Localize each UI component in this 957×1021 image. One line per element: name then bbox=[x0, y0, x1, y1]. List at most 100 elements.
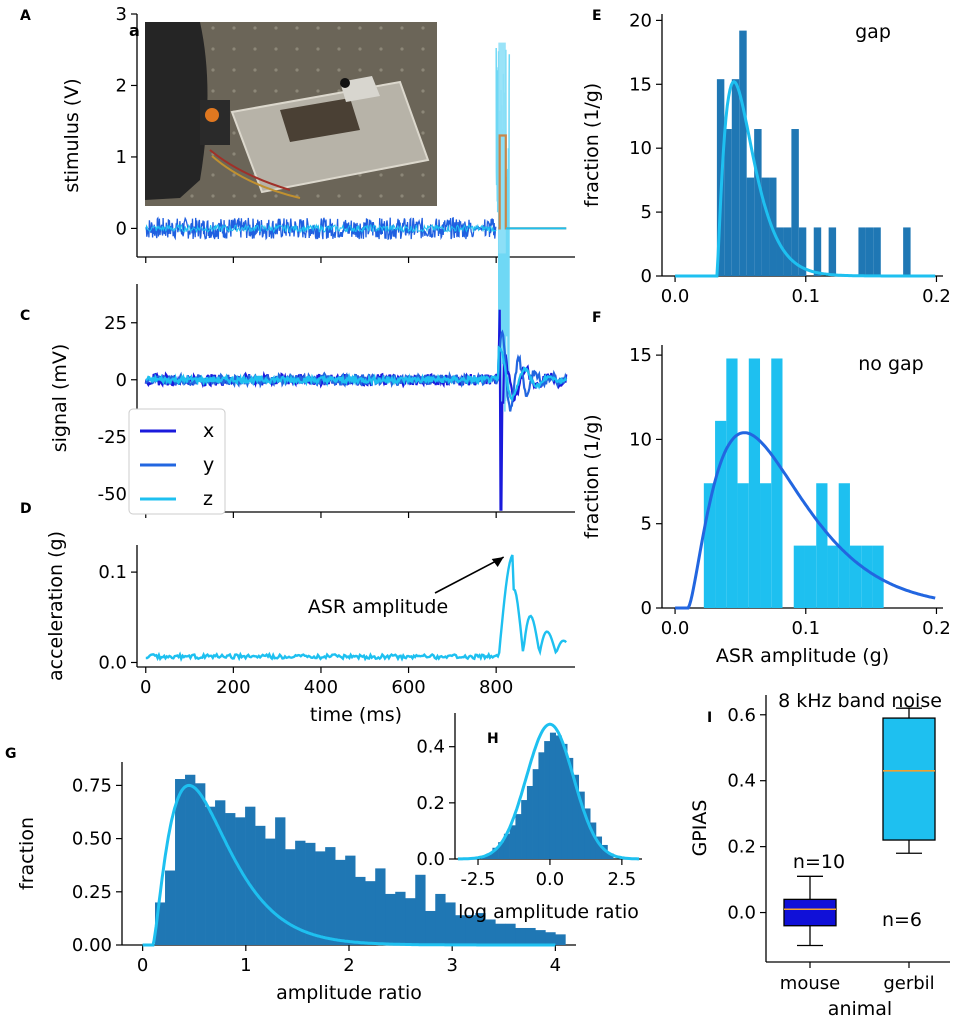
photo-breadboard-hole bbox=[274, 47, 278, 51]
x-tick-label: 1 bbox=[240, 955, 251, 976]
inset-photo bbox=[145, 22, 437, 206]
panel-label: D bbox=[20, 501, 32, 517]
y-tick-label: 25 bbox=[104, 313, 127, 334]
y-axis-label: fraction (1/g) bbox=[581, 414, 603, 538]
photo-breadboard-hole bbox=[337, 26, 341, 30]
y-tick-label: 20 bbox=[629, 10, 652, 31]
y-tick-label: -50 bbox=[98, 484, 127, 505]
x-tick-label: 4 bbox=[550, 955, 561, 976]
histogram-bar bbox=[549, 732, 556, 859]
histogram-bar bbox=[584, 808, 591, 859]
y-tick-label: 15 bbox=[629, 345, 652, 366]
photo-animal-holder bbox=[280, 98, 360, 142]
y-axis-label: signal (mV) bbox=[49, 344, 71, 453]
photo-breadboard-hole bbox=[379, 194, 383, 198]
photo-breadboard-hole bbox=[211, 26, 215, 30]
photo-breadboard-hole bbox=[316, 194, 320, 198]
y-tick-label: 0 bbox=[641, 598, 652, 619]
histogram-bar bbox=[395, 891, 406, 945]
x-tick-label: mouse bbox=[780, 973, 840, 994]
histogram-bar bbox=[601, 844, 608, 859]
photo-breadboard-hole bbox=[295, 26, 299, 30]
histogram-bar bbox=[590, 822, 597, 859]
histogram-bar bbox=[726, 358, 738, 608]
histogram-bar bbox=[475, 913, 486, 945]
y-axis-label: fraction (1/g) bbox=[581, 83, 603, 207]
x-tick-label: 2.5 bbox=[608, 869, 637, 890]
photo-speaker-shape bbox=[145, 22, 208, 200]
photo-breadboard-hole bbox=[421, 131, 425, 135]
y-tick-label: 0.25 bbox=[72, 882, 112, 903]
histogram-bar bbox=[776, 227, 784, 276]
photo-breadboard-hole bbox=[421, 89, 425, 93]
y-tick-label: 0.2 bbox=[416, 793, 445, 814]
histogram-bar bbox=[285, 849, 296, 945]
y-tick-label: 15 bbox=[629, 74, 652, 95]
histogram-bar bbox=[235, 817, 246, 945]
n-label-mouse: n=10 bbox=[793, 851, 845, 873]
signal-trace-z bbox=[145, 345, 568, 402]
photo-breadboard-hole bbox=[274, 89, 278, 93]
histogram-bar bbox=[538, 752, 545, 859]
y-tick-label: 0 bbox=[641, 266, 652, 287]
histogram-bar bbox=[865, 227, 874, 276]
histogram-bar bbox=[485, 919, 496, 945]
legend-box bbox=[128, 408, 226, 515]
histogram-bar bbox=[715, 420, 727, 608]
box-mouse bbox=[783, 898, 837, 927]
histogram-bar bbox=[521, 800, 528, 859]
photo-breadboard-hole bbox=[274, 26, 278, 30]
stimulus-noise-trace bbox=[145, 216, 497, 241]
y-axis-label: stimulus (V) bbox=[61, 78, 83, 192]
photo-breadboard-hole bbox=[379, 68, 383, 72]
y-axis-label: GPIAS bbox=[689, 800, 711, 857]
panel-d: 0.0 0.1 0 200 400 600 800 acceleration (g) time … bbox=[20, 501, 575, 726]
histogram-bar bbox=[578, 791, 585, 859]
photo-breadboard-hole bbox=[295, 68, 299, 72]
photo-sensor-block bbox=[340, 76, 380, 102]
histogram-bar bbox=[455, 915, 466, 945]
photo-breadboard-hole bbox=[211, 173, 215, 177]
histogram-bar bbox=[567, 757, 574, 859]
y-tick-label: 0.0 bbox=[727, 903, 756, 924]
fit-curve bbox=[675, 431, 936, 610]
x-tick-label: 0.0 bbox=[536, 869, 565, 890]
histogram-bar bbox=[492, 847, 499, 859]
histogram-bar bbox=[731, 79, 740, 277]
photo-breadboard-hole bbox=[232, 68, 236, 72]
x-tick-label: 400 bbox=[304, 677, 338, 698]
histogram-bar bbox=[335, 859, 346, 945]
histogram-bar bbox=[535, 930, 546, 945]
histogram-bar bbox=[858, 227, 866, 276]
photo-breadboard-hole bbox=[358, 26, 362, 30]
histogram-bar bbox=[555, 934, 566, 945]
histogram-bar bbox=[465, 915, 476, 945]
photo-breadboard-hole bbox=[337, 68, 341, 72]
x-tick-label: 800 bbox=[479, 677, 513, 698]
box-gerbil bbox=[882, 717, 936, 841]
histogram-bar bbox=[325, 847, 336, 945]
y-tick-label: 10 bbox=[629, 429, 652, 450]
histogram-bar bbox=[255, 825, 266, 945]
histogram-bar bbox=[724, 129, 732, 276]
photo-breadboard-hole bbox=[421, 194, 425, 198]
photo-sensor-knob bbox=[340, 78, 350, 88]
histogram-bar bbox=[515, 927, 526, 945]
histogram-bar bbox=[703, 483, 716, 608]
histogram-bar bbox=[748, 358, 761, 608]
annotation-arrow-line bbox=[434, 556, 505, 594]
histogram-bar bbox=[245, 806, 256, 945]
histogram-bar bbox=[526, 786, 533, 859]
histogram-bar bbox=[405, 898, 416, 945]
photo-breadboard-hole bbox=[337, 194, 341, 198]
legend-label-y: y bbox=[203, 454, 214, 476]
photo-breadboard-hole bbox=[400, 173, 404, 177]
histogram-bar bbox=[838, 483, 850, 608]
panel-g: 0.00 0.25 0.50 0.75 0 1 2 3 4 fraction amplitude r… bbox=[5, 746, 576, 1004]
x-tick-label: 0.0 bbox=[661, 286, 690, 307]
histogram-bar bbox=[737, 483, 749, 608]
x-tick-label: 0 bbox=[140, 677, 151, 698]
y-tick-label: 0.4 bbox=[416, 737, 445, 758]
histogram-bar bbox=[265, 838, 276, 945]
inset-label: a bbox=[129, 21, 140, 40]
